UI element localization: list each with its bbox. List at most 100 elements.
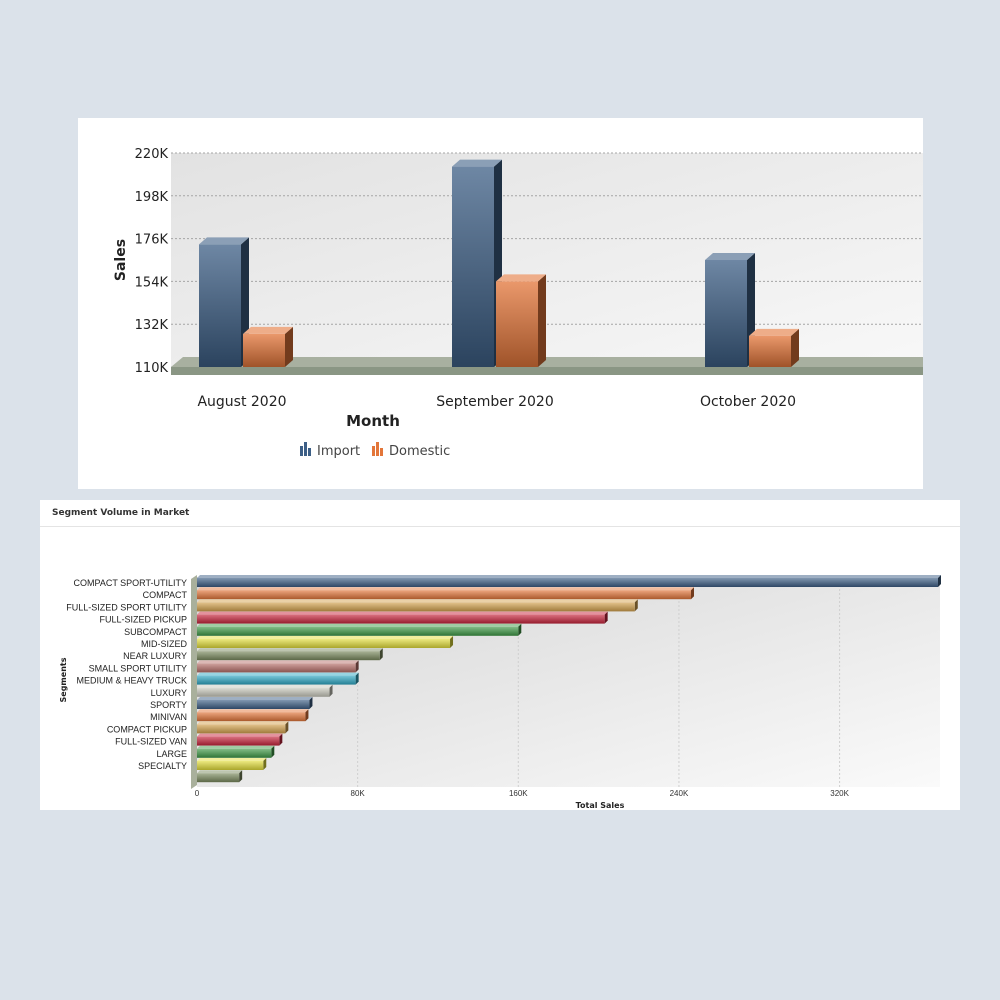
y-tick-label: SUBCOMPACT xyxy=(124,627,187,637)
monthly-sales-chart-panel: 110K 132K 154K 176K 198K 220K August 2020 Septe… xyxy=(78,118,923,489)
floor-front xyxy=(171,367,923,375)
legend-item-import[interactable]: Import xyxy=(300,442,360,459)
bar-domestic-1[interactable] xyxy=(496,281,538,367)
segment-bar-6[interactable] xyxy=(197,651,380,661)
bar-top xyxy=(197,745,275,749)
panel-title: Segment Volume in Market xyxy=(52,508,190,518)
legend-label: Import xyxy=(317,444,360,459)
y-tick-label: 198K xyxy=(135,190,169,205)
segment-bar-8[interactable] xyxy=(197,675,356,685)
bar-side xyxy=(329,684,333,697)
segment-bar-16[interactable] xyxy=(197,773,240,783)
bar-top xyxy=(197,623,522,627)
bar-top xyxy=(197,733,283,737)
y-tick-label: 110K xyxy=(135,361,169,376)
bar-side xyxy=(634,599,638,612)
bar-top xyxy=(197,660,359,664)
segment-volume-chart: 0 80K 160K 240K 320K COMPACT SPORT-UTILITY COM… xyxy=(59,575,941,810)
bar-side xyxy=(355,660,359,673)
bar-side xyxy=(285,326,293,367)
legend-item-domestic[interactable]: Domestic xyxy=(372,442,450,459)
y-tick-label: MID-SIZED xyxy=(141,639,187,649)
bar-top xyxy=(197,684,333,688)
y-axis-title: Sales xyxy=(113,239,129,281)
bar-import-0[interactable] xyxy=(199,244,241,367)
y-tick-label: 176K xyxy=(135,233,169,248)
x-tick-label: 0 xyxy=(195,789,200,798)
bar-side xyxy=(239,770,243,783)
y-tick-label: FULL-SIZED SPORT UTILITY xyxy=(66,602,187,612)
legend-bar-icon xyxy=(372,446,375,456)
bar-side xyxy=(937,575,941,587)
bar-top xyxy=(197,636,454,639)
bar-side xyxy=(263,758,267,770)
segment-bar-0[interactable] xyxy=(197,578,938,587)
x-tick-label: 240K xyxy=(670,789,689,798)
y-tick-label: 132K xyxy=(135,318,169,333)
x-tick-label: October 2020 xyxy=(700,394,796,410)
bar-top xyxy=(199,237,249,245)
bar-domestic-0[interactable] xyxy=(243,333,285,367)
y-tick-label: SPECIALTY xyxy=(138,761,187,771)
legend-bar-icon xyxy=(304,442,307,456)
panel-header: Segment Volume in Market xyxy=(40,500,960,527)
y-tick-label: COMPACT xyxy=(143,590,188,600)
bar-side xyxy=(538,274,546,367)
x-tick-label: 160K xyxy=(509,789,528,798)
segment-bar-11[interactable] xyxy=(197,712,306,722)
axis-wall xyxy=(191,575,197,789)
bar-top xyxy=(749,328,799,336)
segment-bar-1[interactable] xyxy=(197,590,691,600)
bar-side xyxy=(271,745,275,758)
y-tick-label: FULL-SIZED VAN xyxy=(115,737,187,747)
y-tick-label: COMPACT SPORT-UTILITY xyxy=(73,578,187,588)
segment-bar-7[interactable] xyxy=(197,663,356,673)
segment-bar-12[interactable] xyxy=(197,724,286,734)
bar-import-1[interactable] xyxy=(452,166,494,367)
bar-side xyxy=(604,611,608,624)
bar-side xyxy=(355,672,359,685)
x-tick-label: September 2020 xyxy=(436,394,553,410)
segment-bar-4[interactable] xyxy=(197,626,519,636)
legend-bar-icon xyxy=(380,448,383,456)
segment-bar-13[interactable] xyxy=(197,736,280,746)
bar-top xyxy=(197,611,608,615)
bar-top xyxy=(197,721,289,725)
bar-side xyxy=(690,587,694,600)
legend-label: Domestic xyxy=(389,444,450,459)
y-tick-label: MINIVAN xyxy=(150,712,187,722)
legend-bar-icon xyxy=(300,446,303,456)
bar-top xyxy=(197,709,309,713)
segment-bar-2[interactable] xyxy=(197,602,635,612)
x-tick-label: 80K xyxy=(351,789,366,798)
segment-bar-3[interactable] xyxy=(197,614,605,624)
bar-top xyxy=(197,758,267,761)
bar-domestic-2[interactable] xyxy=(749,335,791,367)
bar-top xyxy=(197,575,941,578)
bar-import-2[interactable] xyxy=(705,260,747,367)
bar-side xyxy=(379,648,383,661)
segment-bar-5[interactable] xyxy=(197,639,451,648)
y-tick-label: 154K xyxy=(135,275,169,290)
y-tick-label: MEDIUM & HEAVY TRUCK xyxy=(76,676,187,686)
bar-top xyxy=(705,253,755,260)
bar-top xyxy=(197,599,638,603)
y-tick-label: SPORTY xyxy=(150,700,187,710)
segment-bar-9[interactable] xyxy=(197,687,330,697)
x-axis-title: Month xyxy=(346,412,400,430)
bar-side xyxy=(450,636,454,648)
bar-top xyxy=(243,326,293,334)
bar-top xyxy=(197,672,359,676)
segment-bar-15[interactable] xyxy=(197,761,264,770)
legend-bar-icon xyxy=(308,448,311,456)
segment-bar-14[interactable] xyxy=(197,748,272,758)
y-tick-label: LARGE xyxy=(156,749,187,759)
x-tick-label: August 2020 xyxy=(197,394,286,410)
bar-top xyxy=(452,159,502,167)
bar-top xyxy=(197,648,383,652)
y-tick-label: 220K xyxy=(135,147,169,162)
bar-top xyxy=(197,770,243,774)
segment-bar-10[interactable] xyxy=(197,700,310,709)
y-tick-label: COMPACT PICKUP xyxy=(107,724,187,734)
bar-top xyxy=(197,697,313,700)
